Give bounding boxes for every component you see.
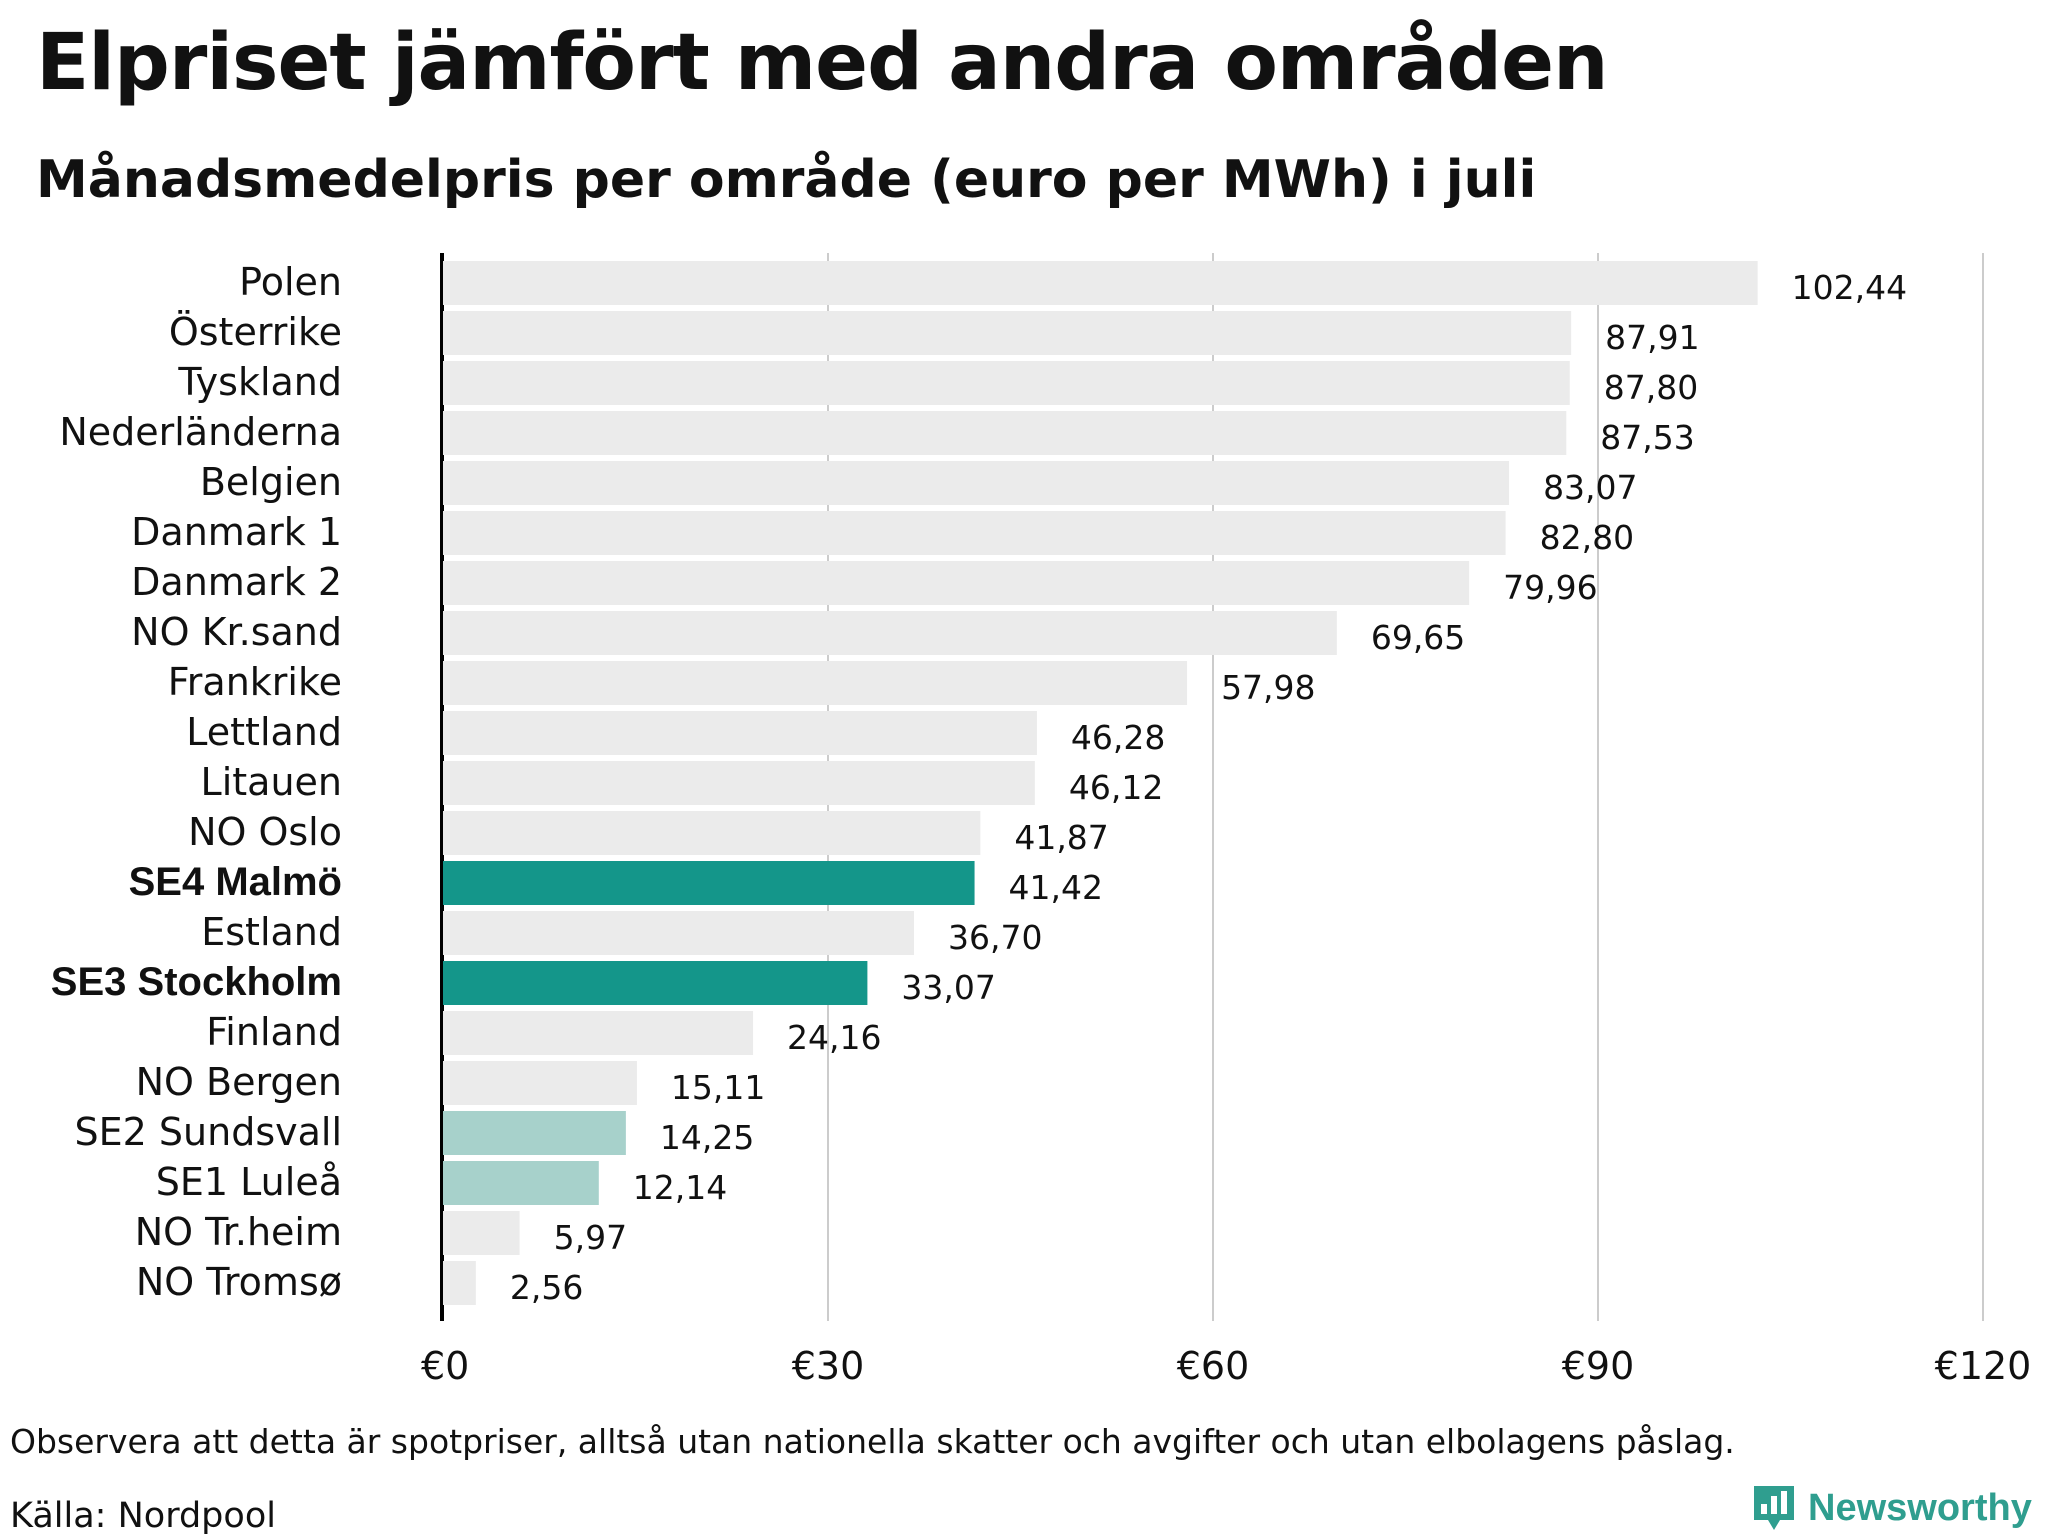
category-label: NO Tromsø (136, 1260, 342, 1304)
bar (443, 711, 1037, 755)
bar (443, 561, 1470, 605)
chart-subtitle: Månadsmedelpris per område (euro per MWh… (36, 150, 1537, 210)
bar (443, 511, 1506, 555)
value-label: 87,91 (1605, 318, 1699, 357)
source-note: Källa: Nordpool (10, 1496, 276, 1536)
newsworthy-bar-chart-icon (1754, 1486, 1794, 1530)
category-label: NO Bergen (136, 1060, 342, 1104)
value-label: 82,80 (1540, 518, 1634, 557)
category-label: Estland (201, 910, 342, 954)
x-tick-label: €90 (1562, 1344, 1635, 1388)
bar (443, 1161, 599, 1205)
value-label: 14,25 (660, 1118, 754, 1157)
bar (443, 1211, 520, 1255)
category-label: Nederländerna (59, 410, 342, 454)
value-label: 12,14 (633, 1168, 727, 1207)
category-label: Frankrike (168, 660, 342, 704)
chart-title: Elpriset jämfört med andra områden (36, 18, 1609, 108)
category-label: NO Tr.heim (135, 1210, 342, 1254)
value-label: 41,42 (1009, 868, 1103, 907)
value-label: 79,96 (1503, 568, 1597, 607)
x-axis-ticks: €0 €30 €60 €90 €120 (421, 1344, 2031, 1388)
bar (443, 411, 1567, 455)
value-label: 57,98 (1221, 668, 1315, 707)
bar (443, 261, 1758, 305)
footnote: Observera att detta är spotpriser, allts… (10, 1422, 1735, 1461)
value-label: 87,80 (1604, 368, 1698, 407)
bar (443, 311, 1572, 355)
bar (443, 611, 1337, 655)
category-label: Polen (239, 260, 342, 304)
bar (443, 1261, 476, 1305)
value-label: 41,87 (1014, 818, 1108, 857)
bar (443, 911, 914, 955)
category-label: Belgien (200, 460, 342, 504)
value-label: 15,11 (671, 1068, 765, 1107)
category-label: Österrike (169, 310, 342, 354)
category-label: Finland (206, 1010, 342, 1054)
value-label: 69,65 (1371, 618, 1465, 657)
bar (443, 811, 981, 855)
x-tick-label: €120 (1935, 1344, 2032, 1388)
category-label: Litauen (201, 760, 342, 804)
newsworthy-logo: Newsworthy (1752, 1484, 2032, 1532)
value-label: 5,97 (554, 1218, 627, 1257)
bar-chart: Polen Österrike Tyskland Nederländerna Belgi… (51, 253, 2031, 1388)
category-label: SE2 Sundsvall (75, 1110, 342, 1154)
value-label: 2,56 (510, 1268, 583, 1307)
bar (443, 761, 1035, 805)
value-label: 102,44 (1792, 268, 1907, 307)
category-label: Tyskland (177, 360, 342, 404)
x-tick-label: €0 (421, 1344, 469, 1388)
category-label: SE1 Luleå (156, 1160, 342, 1204)
bar (443, 661, 1188, 705)
value-labels: 102,44 87,91 87,80 87,53 83,07 82,80 79,96 69,6… (510, 268, 1907, 1307)
category-label: NO Oslo (188, 810, 342, 854)
bar (443, 361, 1570, 405)
category-label: Lettland (186, 710, 342, 754)
bar (443, 961, 868, 1005)
bar (443, 1111, 626, 1155)
x-tick-label: €60 (1177, 1344, 1250, 1388)
category-label: Danmark 2 (131, 560, 342, 604)
bar (443, 1011, 754, 1055)
bar (443, 861, 975, 905)
bar (443, 1061, 637, 1105)
value-label: 46,28 (1071, 718, 1165, 757)
bars (443, 261, 1758, 1305)
value-label: 87,53 (1600, 418, 1694, 457)
value-label: 24,16 (787, 1018, 881, 1057)
value-label: 46,12 (1069, 768, 1163, 807)
category-labels: Polen Österrike Tyskland Nederländerna Belgi… (51, 260, 342, 1304)
category-label: SE4 Malmö (129, 860, 342, 904)
x-tick-label: €30 (792, 1344, 865, 1388)
category-label: Danmark 1 (131, 510, 342, 554)
category-label: NO Kr.sand (131, 610, 342, 654)
value-label: 83,07 (1543, 468, 1637, 507)
bar (443, 461, 1510, 505)
brand-name: Newsworthy (1808, 1486, 2032, 1529)
category-label: SE3 Stockholm (51, 960, 342, 1004)
value-label: 36,70 (948, 918, 1042, 957)
value-label: 33,07 (901, 968, 995, 1007)
